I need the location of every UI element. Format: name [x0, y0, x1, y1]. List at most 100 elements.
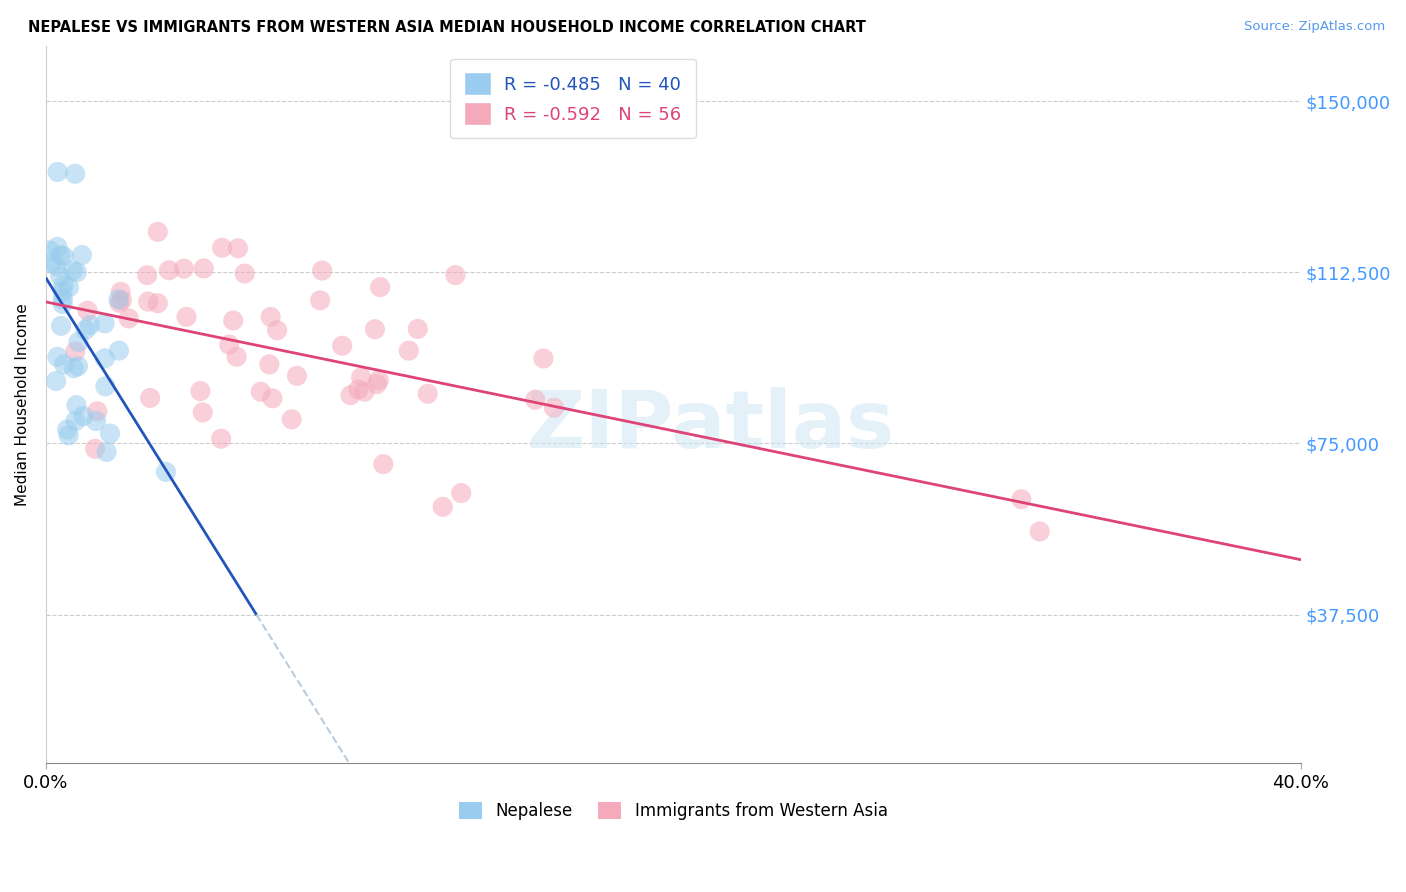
Point [191, 405, 214, 419]
Point [72, 409, 94, 423]
Point [1010, 492, 1032, 507]
Point [70, 248, 93, 262]
Point [107, 292, 129, 306]
Point [110, 285, 132, 299]
Point [94, 379, 117, 393]
Point [108, 343, 131, 358]
Point [65, 398, 87, 412]
Point [432, 500, 454, 514]
Point [67, 334, 90, 349]
Point [49, 269, 72, 284]
Point [136, 268, 159, 282]
Point [52, 292, 75, 306]
Y-axis label: Median Household Income: Median Household Income [15, 303, 30, 506]
Point [94, 351, 117, 366]
Point [56, 423, 79, 437]
Point [416, 386, 439, 401]
Point [225, 350, 247, 364]
Point [66, 265, 89, 279]
Point [155, 465, 177, 479]
Point [450, 486, 472, 500]
Point [58, 280, 80, 294]
Point [45, 374, 67, 388]
Point [280, 412, 302, 426]
Point [368, 280, 391, 294]
Text: Source: ZipAtlas.com: Source: ZipAtlas.com [1244, 20, 1385, 33]
Point [146, 296, 169, 310]
Point [406, 322, 429, 336]
Point [62, 361, 84, 376]
Point [226, 241, 249, 255]
Point [533, 351, 555, 366]
Point [262, 392, 284, 406]
Point [84, 442, 107, 456]
Point [86, 404, 108, 418]
Point [146, 225, 169, 239]
Point [76, 303, 98, 318]
Point [309, 293, 332, 308]
Point [330, 339, 353, 353]
Point [111, 293, 134, 308]
Point [63, 167, 86, 181]
Point [350, 370, 373, 384]
Point [339, 388, 361, 402]
Legend: Nepalese, Immigrants from Western Asia: Nepalese, Immigrants from Western Asia [453, 795, 894, 827]
Point [52, 277, 75, 292]
Point [96, 445, 118, 459]
Point [79, 318, 101, 332]
Point [136, 294, 159, 309]
Point [66, 359, 89, 374]
Point [38, 244, 60, 258]
Point [176, 310, 198, 324]
Point [353, 384, 375, 399]
Point [233, 267, 256, 281]
Point [543, 401, 565, 415]
Point [285, 368, 308, 383]
Text: ZIPatlas: ZIPatlas [527, 387, 896, 466]
Point [173, 261, 195, 276]
Point [364, 322, 387, 336]
Point [52, 249, 75, 263]
Point [209, 432, 232, 446]
Point [218, 337, 240, 351]
Point [49, 318, 72, 333]
Point [347, 383, 370, 397]
Point [84, 414, 107, 428]
Point [1028, 524, 1050, 539]
Point [367, 373, 389, 387]
Point [93, 316, 115, 330]
Point [49, 248, 72, 262]
Point [62, 263, 84, 277]
Point [373, 457, 395, 471]
Point [524, 392, 547, 407]
Point [259, 357, 281, 371]
Point [222, 313, 245, 327]
Point [139, 391, 162, 405]
Point [75, 323, 97, 337]
Point [52, 297, 75, 311]
Point [53, 357, 76, 371]
Point [41, 255, 63, 269]
Point [58, 428, 80, 442]
Point [45, 259, 67, 273]
Point [266, 323, 288, 337]
Point [398, 343, 420, 358]
Point [46, 165, 69, 179]
Point [366, 377, 388, 392]
Point [46, 240, 69, 254]
Point [211, 241, 233, 255]
Point [311, 263, 333, 277]
Point [249, 384, 271, 399]
Point [98, 426, 121, 441]
Point [65, 414, 87, 428]
Point [259, 310, 281, 324]
Point [108, 295, 131, 310]
Point [193, 261, 215, 276]
Point [118, 311, 141, 326]
Text: NEPALESE VS IMMIGRANTS FROM WESTERN ASIA MEDIAN HOUSEHOLD INCOME CORRELATION CHA: NEPALESE VS IMMIGRANTS FROM WESTERN ASIA… [28, 20, 866, 35]
Point [52, 285, 75, 299]
Point [157, 263, 180, 277]
Point [63, 344, 86, 359]
Point [444, 268, 467, 282]
Point [46, 350, 69, 364]
